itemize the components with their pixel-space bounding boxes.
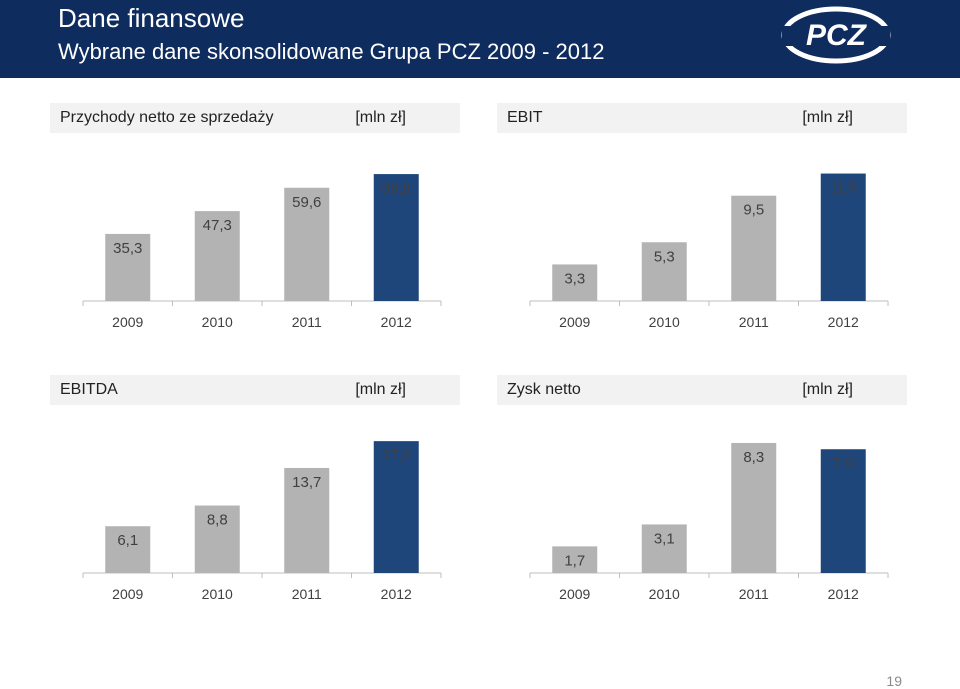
bar-2011 [731, 442, 777, 573]
bar-value-label: 1,7 [564, 552, 585, 569]
slide-header: Dane finansowe Wybrane dane skonsolidowa… [0, 0, 960, 78]
x-tick-label: 2012 [381, 314, 412, 330]
bar-value-label: 6,1 [117, 532, 138, 549]
bar-value-label: 3,3 [564, 270, 585, 287]
net-profit-bar-chart: 1,7 2009 3,1 2010 8,3 2011 7,9 2012 [529, 442, 889, 602]
bar-value-label: 47,3 [203, 217, 232, 234]
x-tick-label: 2012 [381, 586, 412, 602]
x-tick-label: 2009 [559, 586, 590, 602]
bar-value-label: 35,3 [113, 240, 142, 257]
x-tick-label: 2012 [828, 314, 859, 330]
bar-value-label: 11,5 [829, 180, 857, 197]
page-subtitle: Wybrane dane skonsolidowane Grupa PCZ 20… [58, 39, 605, 64]
x-tick-label: 2012 [828, 586, 859, 602]
bar-2012 [820, 449, 866, 573]
bar-2009 [552, 546, 598, 573]
panel-title: EBIT [507, 109, 543, 126]
bar-2009 [552, 264, 598, 301]
panel-header-revenue: Przychody netto ze sprzedaży [mln zł] [50, 103, 460, 133]
bar-2009 [105, 526, 151, 573]
bar-2010 [194, 505, 240, 573]
bar-value-label: 7,9 [833, 455, 854, 472]
bar-value-label: 3,1 [654, 530, 675, 547]
page-number: 19 [886, 673, 902, 689]
ebitda-bar-chart: 6,1 2009 8,8 2010 13,7 2011 17,2 2012 [82, 441, 442, 602]
panel-header-ebit: EBIT [mln zł] [497, 103, 907, 133]
bar-value-label: 13,7 [292, 474, 321, 491]
panel-header-ebitda: EBITDA [mln zł] [50, 375, 460, 405]
x-tick-label: 2011 [292, 314, 322, 330]
panel-unit: [mln zł] [355, 109, 406, 126]
x-tick-label: 2010 [202, 314, 233, 330]
bar-2011 [731, 195, 777, 301]
x-tick-label: 2009 [112, 586, 143, 602]
panel-title: EBITDA [60, 381, 118, 398]
x-tick-label: 2010 [649, 586, 680, 602]
revenue-bar-chart: 35,3 2009 47,3 2010 59,6 2011 66,8 2012 [82, 174, 442, 330]
ebit-bar-chart: 3,3 2009 5,3 2010 9,5 2011 11,5 2012 [529, 173, 889, 330]
bar-2012 [820, 173, 866, 301]
bar-value-label: 66,8 [382, 180, 411, 197]
bar-2010 [194, 211, 240, 301]
bar-2010 [641, 242, 687, 301]
pcz-logo: PCZ [781, 6, 891, 64]
bar-2012 [373, 441, 419, 573]
bar-2012 [373, 174, 419, 301]
logo-band [782, 26, 890, 46]
panel-unit: [mln zł] [355, 381, 406, 398]
bar-2009 [105, 233, 151, 301]
panel-header-net-profit: Zysk netto [mln zł] [497, 375, 907, 405]
bar-value-label: 59,6 [292, 194, 321, 211]
page-title: Dane finansowe [58, 3, 245, 33]
bar-value-label: 17,2 [382, 447, 411, 464]
x-tick-label: 2011 [292, 586, 322, 602]
panel-unit: [mln zł] [802, 109, 853, 126]
bar-2010 [641, 524, 687, 573]
panel-title: Zysk netto [507, 381, 581, 398]
logo-text: PCZ [806, 19, 868, 52]
bar-2011 [284, 187, 330, 301]
x-tick-label: 2011 [739, 314, 769, 330]
x-tick-label: 2009 [559, 314, 590, 330]
panel-unit: [mln zł] [802, 381, 853, 398]
x-tick-label: 2010 [649, 314, 680, 330]
x-tick-label: 2009 [112, 314, 143, 330]
x-tick-label: 2011 [739, 586, 769, 602]
bar-value-label: 5,3 [654, 248, 675, 265]
panel-title: Przychody netto ze sprzedaży [60, 109, 274, 126]
bar-2011 [284, 467, 330, 573]
x-tick-label: 2010 [202, 586, 233, 602]
bar-value-label: 8,3 [743, 449, 764, 466]
bar-value-label: 8,8 [207, 512, 228, 529]
bar-value-label: 9,5 [743, 202, 764, 219]
